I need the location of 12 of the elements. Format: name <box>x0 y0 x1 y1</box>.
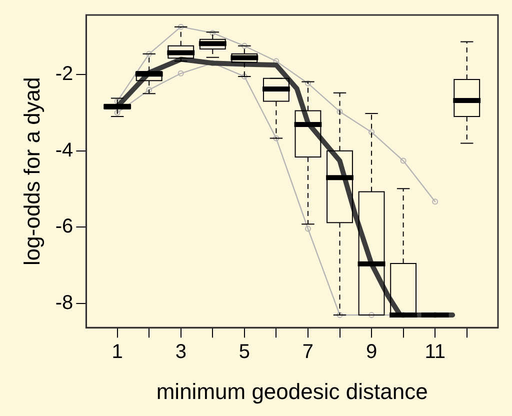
x-tick-label: 7 <box>302 341 314 364</box>
y-tick-label: -4 <box>55 139 74 162</box>
x-axis-title: minimum geodesic distance <box>156 378 428 404</box>
x-tick-label: 1 <box>112 341 123 364</box>
y-tick-label: -6 <box>55 216 74 238</box>
x-tick-label: 11 <box>424 341 446 364</box>
x-tick-label: 5 <box>238 341 250 364</box>
y-tick-label: -8 <box>55 292 74 314</box>
x-tick-label: 3 <box>175 341 186 364</box>
y-tick-label: -2 <box>55 63 74 86</box>
x-tick-label: 9 <box>366 341 378 364</box>
y-axis-title: log-odds for a dyad <box>19 77 44 266</box>
